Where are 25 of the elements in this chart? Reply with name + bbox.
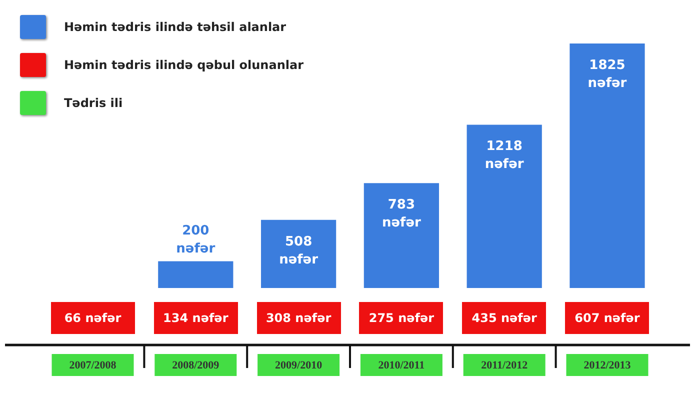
data-label: 783 nəfər: [382, 197, 422, 230]
bar: [364, 183, 440, 288]
data-label: 66 nəfər: [50, 302, 135, 334]
legend-label: Həmin tədris ilində təhsil alanlar: [64, 20, 286, 34]
x-tick-label: 2007/2008: [69, 359, 117, 372]
x-axis-title: Tədris ili: [64, 96, 123, 110]
data-label: 508 nəfər: [279, 234, 319, 268]
data-label: 1825 nəfər: [588, 58, 628, 91]
x-tick-label: 2008/2009: [172, 359, 220, 372]
data-label: 607 nəfər: [565, 302, 650, 334]
data-label: 1218 nəfər: [484, 139, 524, 172]
bar: [570, 43, 645, 288]
data-label: 134 nəfər: [154, 302, 238, 334]
data-label: 308 nəfər: [256, 302, 341, 334]
bar: [260, 220, 336, 288]
data-label: 200 nəfər: [176, 224, 216, 257]
x-tick-label: 2010/2011: [378, 359, 425, 372]
bar: [158, 261, 234, 288]
bar: [466, 124, 542, 288]
x-tick-label: 2012/2013: [584, 359, 632, 372]
data-label: 435 nəfər: [462, 302, 546, 334]
legend-label: Həmin tədris ilində qəbul olunanlar: [64, 58, 304, 72]
x-tick-label: 2011/2012: [481, 359, 528, 372]
data-label: 275 nəfər: [359, 302, 444, 334]
x-tick-label: 2009/2010: [275, 359, 323, 372]
